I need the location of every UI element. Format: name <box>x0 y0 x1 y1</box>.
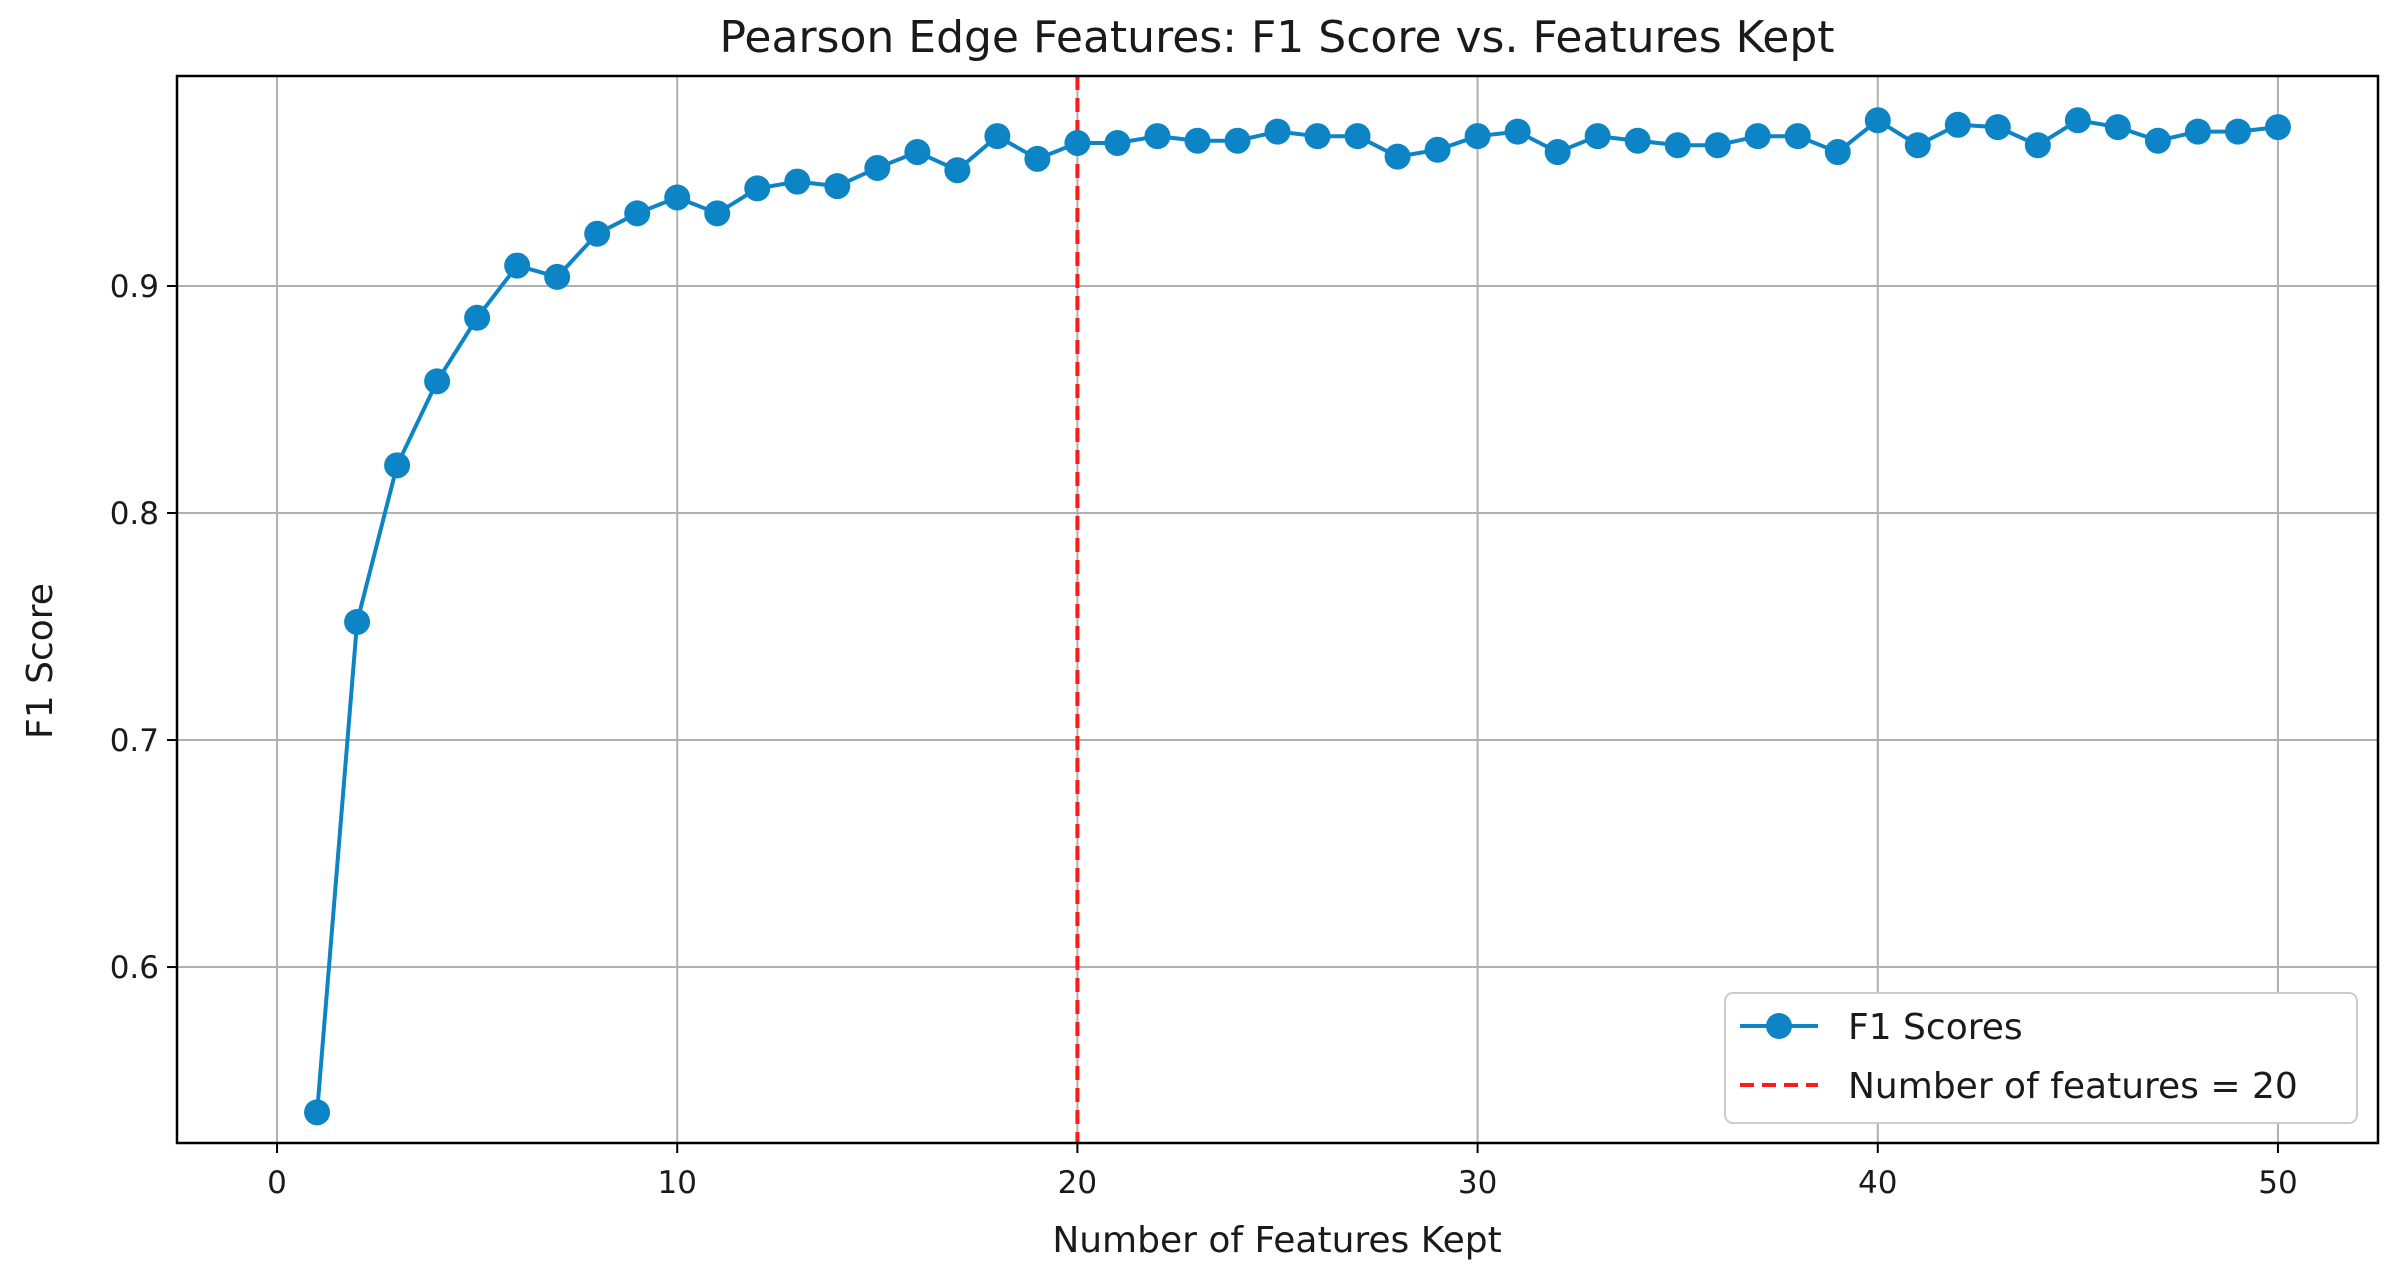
y-axis-title: F1 Score <box>20 583 61 739</box>
data-point <box>2064 107 2091 134</box>
data-point <box>1904 132 1931 159</box>
x-tick-label: 10 <box>658 1165 697 1201</box>
plot-frame <box>175 74 2380 1145</box>
data-point <box>1264 118 1291 145</box>
data-point <box>344 608 371 635</box>
x-tick-label: 30 <box>1458 1165 1497 1201</box>
x-tick-label: 20 <box>1058 1165 1097 1201</box>
data-point <box>2184 118 2211 145</box>
x-tick-label: 40 <box>1858 1165 1897 1201</box>
data-point <box>384 452 411 479</box>
data-point <box>1184 127 1211 154</box>
data-point <box>1224 127 1251 154</box>
data-point <box>2104 114 2131 141</box>
data-point <box>1864 107 1891 134</box>
legend-label-f1-scores: F1 Scores <box>1848 1007 2023 1048</box>
data-point <box>584 220 611 247</box>
data-point <box>1024 145 1051 172</box>
y-tick-label: 0.6 <box>110 950 159 986</box>
data-point <box>904 139 931 166</box>
data-point <box>1144 123 1171 150</box>
data-point <box>424 368 451 395</box>
x-tick-label: 0 <box>267 1165 287 1201</box>
legend-label-reference: Number of features = 20 <box>1848 1066 2298 1107</box>
legend: F1 Scores Number of features = 20 <box>1724 992 2358 1124</box>
data-point <box>1744 123 1771 150</box>
data-point <box>864 154 891 181</box>
y-tick-label: 0.7 <box>110 723 159 759</box>
data-point <box>544 263 571 290</box>
data-point <box>1464 123 1491 150</box>
data-point <box>984 123 1011 150</box>
data-point <box>1624 127 1651 154</box>
data-point <box>2144 127 2171 154</box>
data-point <box>624 200 651 227</box>
data-point <box>824 173 851 200</box>
data-point <box>1104 129 1131 156</box>
data-point <box>1304 123 1331 150</box>
data-point <box>944 157 971 184</box>
y-tick-label: 0.9 <box>110 269 159 305</box>
data-point <box>1704 132 1731 159</box>
data-point <box>1544 139 1571 166</box>
data-point <box>1984 114 2011 141</box>
y-axis: 0.6 0.7 0.8 0.9 <box>110 269 177 986</box>
legend-series-marker <box>1766 1013 1792 1039</box>
x-tick-label: 50 <box>2258 1165 2297 1201</box>
data-point <box>704 200 731 227</box>
data-point <box>1504 118 1531 145</box>
data-point <box>1824 139 1851 166</box>
chart-title: Pearson Edge Features: F1 Score vs. Feat… <box>719 12 1834 63</box>
data-point <box>1944 111 1971 138</box>
data-point <box>2224 118 2251 145</box>
x-axis-title: Number of Features Kept <box>1052 1220 1501 1261</box>
data-point <box>2264 114 2291 141</box>
y-tick-label: 0.8 <box>110 496 159 532</box>
data-point <box>1424 136 1451 163</box>
data-point <box>464 304 491 331</box>
x-axis: 0 10 20 30 40 50 <box>267 1143 2298 1201</box>
data-point <box>1664 132 1691 159</box>
series-layer <box>304 107 2291 1126</box>
data-point <box>1344 123 1371 150</box>
data-point <box>1384 143 1411 170</box>
legend-box <box>1724 992 2358 1124</box>
data-point <box>1584 123 1611 150</box>
data-point <box>304 1099 331 1126</box>
data-point <box>664 184 691 211</box>
data-point <box>504 252 531 279</box>
data-point <box>1784 123 1811 150</box>
data-point <box>744 175 771 202</box>
data-point <box>784 168 811 195</box>
data-point <box>1064 129 1091 156</box>
data-point <box>2024 132 2051 159</box>
